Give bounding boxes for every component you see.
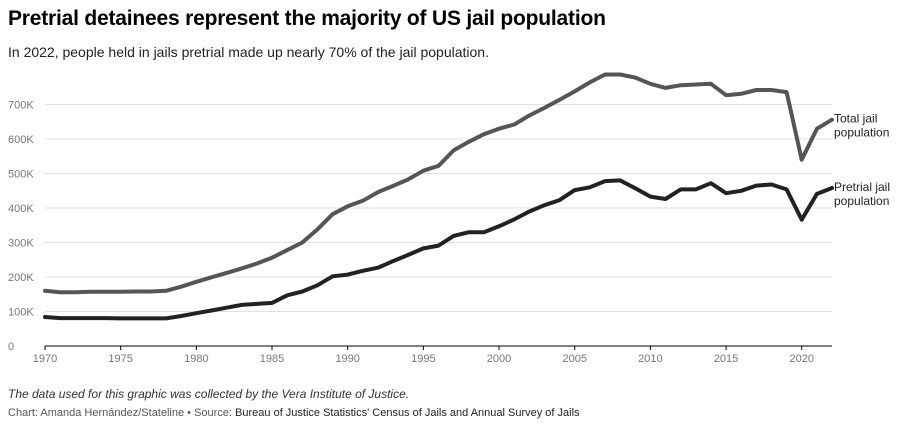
chart-title: Pretrial detainees represent the majorit… [8,7,606,30]
y-tick-label: 400K [8,203,34,215]
x-tick-label: 2020 [789,353,813,365]
chart-subtitle: In 2022, people held in jails pretrial m… [8,44,489,60]
x-tick-label: 2000 [487,353,511,365]
x-tick-label: 1985 [260,353,284,365]
series-end-label: population [834,194,889,208]
credit-label: Chart: Amanda Hernández/Stateline • Sour… [8,407,236,419]
x-tick-label: 2015 [714,353,738,365]
y-tick-label: 300K [8,238,34,250]
x-tick-label: 2005 [562,353,586,365]
total-jail-population-line [43,72,834,295]
series-end-label: Total jail [834,112,877,126]
x-tick-label: 1995 [411,353,435,365]
series-end-label: population [834,126,889,140]
x-tick-label: 2010 [638,353,662,365]
chart-credit: Chart: Amanda Hernández/Stateline • Sour… [8,407,580,419]
x-tick-label: 1975 [108,353,132,365]
y-tick-label: 0 [8,341,14,353]
y-tick-label: 600K [8,134,34,146]
data-note: The data used for this graphic was colle… [8,387,410,401]
credit-source: Bureau of Justice Statistics' Census of … [235,407,580,419]
series-end-label: Pretrial jail [834,180,890,194]
line-chart: 0 100K 200K 300K 400K 500K 600K 700K 1970 1975 198… [8,72,890,365]
x-tick-label: 1980 [184,353,208,365]
x-tick-label: 1970 [33,353,57,365]
y-tick-label: 500K [8,169,34,181]
x-tick-label: 1990 [335,353,359,365]
y-tick-label: 200K [8,272,34,284]
y-tick-label: 700K [8,100,34,112]
pretrial-jail-population-line [43,178,834,321]
y-tick-label: 100K [8,307,34,319]
